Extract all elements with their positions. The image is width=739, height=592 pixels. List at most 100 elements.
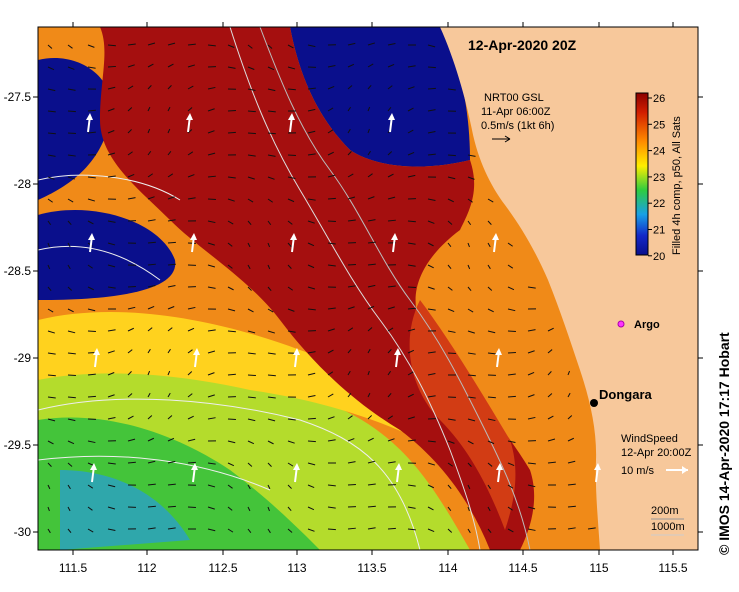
current-arrow [447,506,452,512]
y-tick-label: -27.5 [4,90,32,104]
current-arrow [207,462,216,465]
current-arrow [387,461,396,464]
current-arrow [287,308,295,312]
current-arrow [527,462,536,465]
current-arrow [347,106,352,112]
current-arrow [287,264,292,269]
plot-frame [37,26,699,551]
current-arrow [127,327,135,332]
current-arrow [107,286,116,289]
current-arrow [247,66,255,70]
current-arrow [307,351,316,354]
current-arrow [67,506,71,512]
current-arrow [307,44,316,48]
current-arrow [347,151,352,156]
current-arrow [467,418,476,422]
current-arrow [407,328,416,332]
current-arrow [67,176,75,180]
current-arrow [227,330,236,333]
current-arrow [267,264,271,270]
current-arrow [167,392,171,398]
current-arrow [67,220,72,225]
current-arrow [147,505,156,508]
current-arrow [147,460,156,464]
current-arrow [567,527,576,530]
current-arrow [87,484,94,489]
current-arrow [187,43,196,46]
current-arrow [327,242,336,245]
current-arrow [147,327,153,332]
x-tick-label: 114 [438,561,457,575]
current-arrow [567,460,576,464]
current-arrow [347,219,356,222]
current-legend-line3: 0.5m/s (1kt 6h) [481,120,554,132]
current-arrow [267,132,276,135]
current-arrow [447,88,456,91]
current-arrow [267,176,275,180]
wind-arrow [495,348,502,368]
current-arrow [207,264,216,268]
current-arrow [87,131,96,134]
yellow-band [38,311,420,440]
current-arrow [307,108,316,112]
current-arrow [367,42,376,46]
current-arrow [267,374,276,377]
current-arrow [167,327,173,332]
current-arrow [47,462,52,467]
current-arrow [107,528,116,532]
current-arrow [207,286,216,289]
current-arrow [127,151,133,156]
current-arrow [347,327,354,332]
current-arrow [427,264,434,269]
current-arrow [47,506,50,512]
current-arrow [487,352,496,355]
current-arrow [467,484,471,490]
current-arrow [167,219,176,222]
current-arrow [187,438,196,442]
wind-legend-line2: 12-Apr 20:00Z [621,447,692,459]
current-arrow [247,264,251,270]
current-arrow [387,85,393,90]
current-arrow [227,109,236,112]
current-arrow [367,284,376,288]
wind-arrow [88,233,95,253]
x-tick-label: 113 [287,561,306,575]
wind-arrow [288,113,295,133]
wind-legend-line1: WindSpeed [621,433,678,445]
current-arrow [267,220,272,226]
colorbar-tick-label: 25 [653,119,665,131]
current-arrow [127,393,133,398]
current-arrow [127,306,136,310]
argo-label: Argo [634,319,660,331]
current-arrow [307,308,316,311]
current-arrow [227,131,236,134]
current-arrow [487,308,494,313]
current-arrow [127,285,136,288]
current-arrow [327,416,335,420]
current-arrow [267,506,270,512]
current-arrow [347,306,355,310]
current-arrow [47,286,52,292]
current-arrow [207,242,215,246]
current-arrow [127,438,136,442]
current-arrow [427,351,436,354]
current-arrow [247,132,256,135]
current-arrow [187,174,195,178]
current-arrow [527,484,536,488]
current-arrow [147,483,156,486]
current-arrow [367,527,376,530]
current-arrow [147,128,151,134]
current-arrow [207,175,216,178]
current-arrow [467,506,470,512]
wind-arrow [193,348,200,368]
current-arrow [407,242,416,245]
current-arrow [407,506,416,509]
current-arrow [567,415,573,420]
colorbar-tick-label: 23 [653,172,665,184]
current-arrow [47,220,52,226]
bathy-legend-1000m: 1000m [651,521,685,533]
current-arrow [207,152,216,156]
current-arrow [227,440,236,444]
wind-arrow [394,348,401,368]
current-arrow [527,329,536,332]
